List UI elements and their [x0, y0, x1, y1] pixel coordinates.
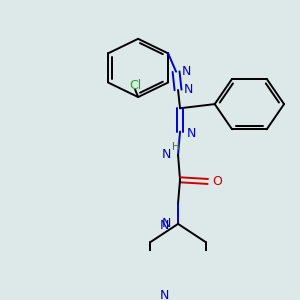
Text: H: H — [172, 142, 180, 152]
Text: N: N — [181, 65, 191, 78]
Text: Cl: Cl — [129, 79, 141, 92]
Text: N: N — [187, 127, 196, 140]
Text: N: N — [161, 148, 171, 161]
Text: N: N — [161, 218, 171, 230]
Text: N: N — [160, 219, 169, 232]
Text: N: N — [183, 83, 193, 97]
Text: O: O — [212, 175, 222, 188]
Text: N: N — [160, 289, 169, 300]
